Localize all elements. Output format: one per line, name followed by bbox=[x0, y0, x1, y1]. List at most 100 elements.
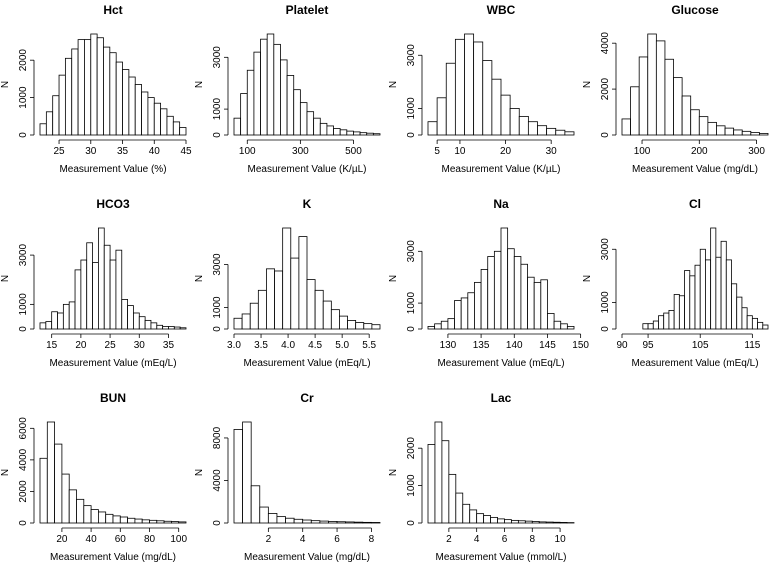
y-tick-label: 1000 bbox=[406, 97, 417, 120]
bar bbox=[234, 318, 242, 329]
bar bbox=[260, 507, 269, 523]
bar bbox=[139, 317, 145, 329]
bar bbox=[356, 323, 364, 329]
x-axis-label: Measurement Value (mg/dL) bbox=[50, 552, 176, 563]
bar bbox=[163, 327, 169, 329]
bar bbox=[77, 499, 84, 523]
bar bbox=[477, 514, 484, 523]
panel-title: Glucose bbox=[671, 3, 719, 17]
y-axis-label: N bbox=[388, 81, 399, 88]
x-tick-label: 6 bbox=[334, 534, 340, 545]
bar bbox=[145, 320, 151, 329]
bar bbox=[682, 96, 691, 135]
bar bbox=[98, 228, 104, 329]
y-tick-label: 3000 bbox=[212, 46, 223, 69]
x-tick-label: 130 bbox=[440, 340, 457, 351]
y-tick-label: 1000 bbox=[406, 474, 417, 497]
bar bbox=[498, 519, 505, 523]
bar bbox=[69, 490, 76, 523]
bar bbox=[474, 282, 481, 329]
bar bbox=[46, 112, 52, 135]
bar bbox=[84, 506, 91, 523]
x-tick-label: 100 bbox=[634, 146, 651, 157]
bar bbox=[367, 133, 374, 135]
bar bbox=[63, 304, 69, 329]
bar bbox=[492, 79, 501, 135]
bar bbox=[268, 513, 277, 523]
x-axis-label: Measurement Value (mg/dL) bbox=[632, 164, 758, 175]
panel-title: Lac bbox=[491, 391, 512, 405]
bar bbox=[521, 264, 528, 329]
y-tick-label: 0 bbox=[406, 326, 417, 332]
bar bbox=[84, 40, 90, 135]
bar bbox=[242, 314, 250, 329]
y-tick-label: 2000 bbox=[600, 78, 611, 101]
bar bbox=[695, 265, 700, 329]
x-tick-label: 60 bbox=[115, 534, 127, 545]
bar bbox=[128, 518, 135, 523]
bar bbox=[241, 94, 248, 135]
y-tick-label: 3000 bbox=[600, 238, 611, 261]
x-tick-label: 25 bbox=[105, 340, 117, 351]
bar bbox=[674, 294, 679, 329]
panel-title: Cl bbox=[689, 197, 701, 211]
bar bbox=[120, 517, 127, 523]
bar bbox=[565, 132, 574, 135]
bar bbox=[631, 87, 640, 135]
bar bbox=[442, 441, 449, 523]
x-tick-label: 2 bbox=[266, 534, 272, 545]
bar bbox=[135, 85, 141, 136]
y-tick-label: 1000 bbox=[18, 86, 29, 109]
bar bbox=[110, 53, 116, 135]
bar bbox=[508, 249, 515, 329]
bar bbox=[250, 303, 258, 329]
bar bbox=[465, 34, 474, 135]
x-tick-label: 35 bbox=[117, 146, 129, 157]
bar bbox=[339, 316, 347, 329]
x-tick-label: 5 bbox=[434, 146, 440, 157]
bar bbox=[261, 39, 268, 135]
bar bbox=[483, 61, 492, 135]
bar bbox=[72, 49, 78, 135]
bar bbox=[428, 326, 435, 329]
bar bbox=[323, 301, 331, 329]
bar bbox=[691, 110, 700, 135]
x-tick-label: 80 bbox=[144, 534, 156, 545]
bar bbox=[157, 325, 163, 329]
bar bbox=[142, 92, 148, 135]
bar bbox=[716, 257, 721, 329]
bar bbox=[128, 306, 134, 329]
y-axis-label: N bbox=[194, 275, 205, 282]
y-tick-label: 1000 bbox=[212, 296, 223, 319]
bar bbox=[553, 522, 560, 523]
bar bbox=[699, 117, 708, 135]
y-tick-label: 4000 bbox=[18, 448, 29, 471]
bar bbox=[708, 122, 717, 135]
bar bbox=[40, 458, 47, 523]
bar bbox=[643, 324, 648, 329]
bar bbox=[547, 313, 554, 329]
bar bbox=[234, 118, 241, 135]
x-tick-label: 100 bbox=[170, 534, 187, 545]
y-tick-label: 2000 bbox=[406, 437, 417, 460]
bar bbox=[303, 520, 312, 523]
bar bbox=[674, 78, 683, 135]
x-tick-label: 45 bbox=[180, 146, 192, 157]
bar bbox=[554, 321, 561, 329]
bar bbox=[116, 250, 122, 329]
x-tick-label: 5.5 bbox=[362, 340, 376, 351]
bar bbox=[639, 57, 648, 135]
bar bbox=[348, 320, 356, 329]
y-axis-label: N bbox=[194, 469, 205, 476]
bar bbox=[481, 269, 488, 329]
bar bbox=[534, 282, 541, 329]
bar bbox=[347, 131, 354, 135]
bar bbox=[463, 504, 470, 523]
x-axis-label: Measurement Value (mEq/L) bbox=[243, 358, 370, 369]
y-tick-label: 2000 bbox=[18, 49, 29, 72]
x-tick-label: 8 bbox=[530, 534, 536, 545]
bar bbox=[494, 251, 501, 329]
bar bbox=[372, 325, 380, 329]
bar bbox=[556, 130, 565, 135]
y-axis-label: N bbox=[582, 275, 593, 282]
